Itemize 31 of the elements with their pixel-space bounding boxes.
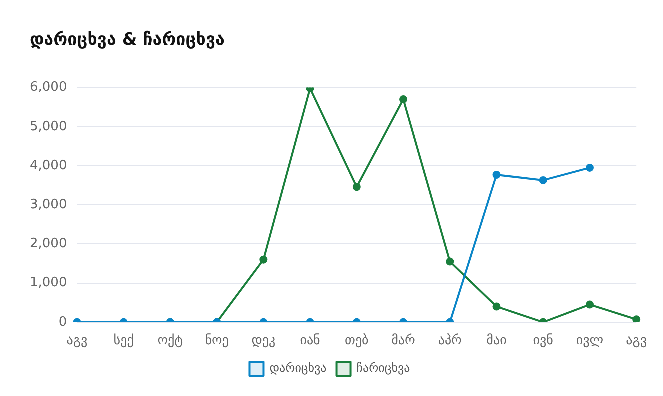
- x-tick-label: ოქტ: [158, 334, 184, 349]
- y-tick-label: 0: [58, 314, 68, 330]
- x-tick-label: თებ: [345, 334, 370, 349]
- chart-title: დარიცხვა & ჩარიცხვა: [30, 30, 225, 50]
- x-tick-label: სექ: [114, 334, 134, 349]
- y-tick-label: 6,000: [30, 80, 68, 96]
- y-tick-label: 5,000: [30, 119, 68, 134]
- y-tick-label: 1,000: [30, 276, 68, 291]
- point: [352, 183, 361, 192]
- x-tick-label: ნოე: [205, 334, 229, 349]
- point: [260, 256, 268, 264]
- legend-label: ჩარიცხვა: [356, 361, 410, 376]
- y-tick-label: 4,000: [30, 158, 68, 174]
- legend-label: დარიცხვა: [270, 361, 327, 376]
- x-tick-label: ივლ: [576, 334, 604, 349]
- point: [492, 170, 501, 179]
- x-tick-label: ივნ: [533, 334, 554, 349]
- x-tick-label: მარ: [392, 334, 416, 349]
- point: [400, 96, 408, 104]
- x-tick-label: აგვ: [66, 334, 88, 349]
- y-tick-label: 2,000: [30, 236, 68, 252]
- x-tick-label: მაი: [486, 334, 508, 349]
- point: [539, 176, 548, 184]
- x-tick-label: აგვ: [626, 334, 648, 349]
- point: [586, 164, 594, 172]
- point: [632, 316, 641, 322]
- y-tick-label: 3,000: [30, 197, 68, 212]
- x-tick-label: იან: [300, 334, 321, 349]
- x-tick-label: დეკ: [252, 334, 276, 349]
- x-tick-label: აპრ: [438, 334, 462, 349]
- point: [446, 258, 454, 266]
